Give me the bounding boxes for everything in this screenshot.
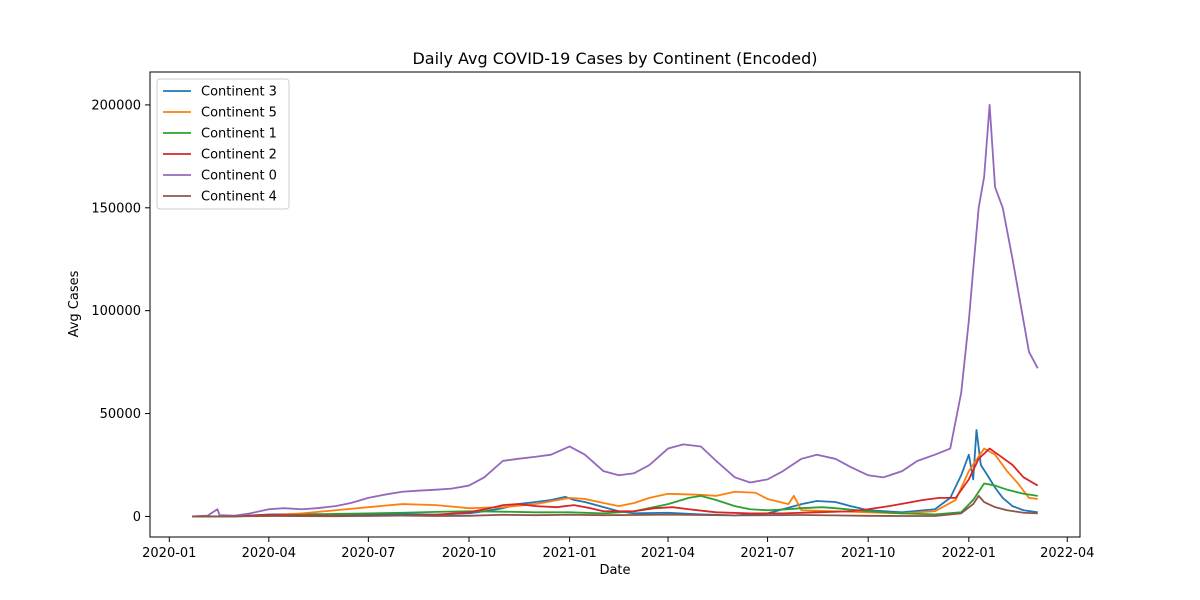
series-layer: [192, 104, 1039, 518]
x-tick-label-9: 2022-04: [1040, 546, 1094, 561]
legend-label-4: Continent 0: [201, 169, 277, 184]
y-axis: 0 50000 100000 150000 200000: [91, 98, 150, 525]
plot-frame: [149, 71, 1081, 538]
x-tick-label-1: 2020-04: [242, 546, 296, 561]
y-axis-label: Avg Cases: [67, 270, 82, 337]
y-tick-label-2: 100000: [91, 304, 141, 319]
x-tick-label-4: 2021-01: [542, 546, 596, 561]
legend-label-3: Continent 2: [201, 148, 277, 163]
y-tick-label-3: 150000: [91, 201, 141, 216]
y-tick-label-4: 200000: [91, 98, 141, 113]
legend-label-5: Continent 4: [201, 190, 277, 205]
x-axis-label: Date: [599, 563, 630, 578]
series-line-4: [192, 104, 1039, 518]
x-tick-label-7: 2021-10: [841, 546, 895, 561]
legend-label-1: Continent 5: [201, 106, 277, 121]
x-tick-label-6: 2021-07: [740, 546, 794, 561]
x-tick-label-2: 2020-07: [341, 546, 395, 561]
y-tick-label-1: 50000: [100, 407, 141, 422]
y-tick-label-0: 0: [133, 510, 141, 525]
x-tick-label-0: 2020-01: [142, 546, 196, 561]
x-tick-label-3: 2020-10: [442, 546, 496, 561]
series-line-5: [192, 494, 1038, 518]
legend: Continent 3 Continent 5 Continent 1 Contine…: [156, 78, 290, 210]
x-axis: 2020-01 2020-04 2020-07 2020-10 2021-01 2021-…: [142, 537, 1094, 561]
series-line-0: [192, 429, 1038, 518]
series-line-2: [192, 482, 1038, 518]
legend-label-2: Continent 1: [201, 127, 277, 142]
x-tick-label-8: 2022-01: [942, 546, 996, 561]
series-line-1: [192, 447, 1038, 518]
x-tick-label-5: 2021-04: [641, 546, 695, 561]
chart-title: Daily Avg COVID-19 Cases by Continent (E…: [412, 49, 817, 68]
legend-label-0: Continent 3: [201, 85, 277, 100]
